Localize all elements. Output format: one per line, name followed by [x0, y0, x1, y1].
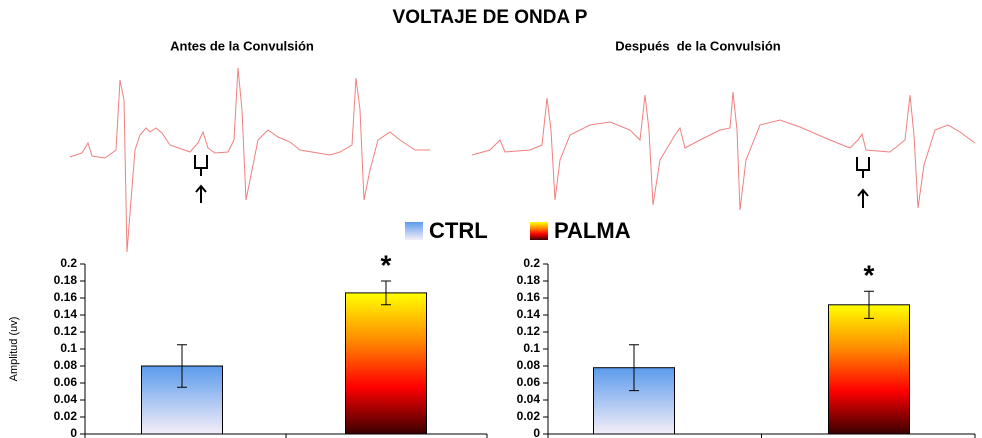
bar — [828, 304, 910, 435]
y-tick-label: 0 — [533, 426, 540, 438]
significance-marker: * — [864, 260, 875, 291]
bar — [345, 292, 427, 435]
legend-swatch — [530, 222, 548, 240]
error-bar — [864, 290, 874, 319]
y-axis-label: Amplitud (uv) — [8, 317, 20, 382]
legend-label: CTRL — [429, 218, 488, 243]
y-tick-label: 0.1 — [60, 341, 77, 355]
figure-title: VOLTAJE DE ONDA P — [393, 7, 588, 28]
y-tick-label: 0.02 — [517, 409, 541, 423]
y-tick-label: 0.08 — [54, 358, 78, 372]
y-tick-label: 0 — [70, 426, 77, 438]
ecg-trace — [471, 91, 976, 211]
y-tick-label: 0.16 — [517, 290, 541, 304]
p-wave-marker — [194, 155, 208, 203]
y-tick-label: 0.16 — [54, 290, 78, 304]
y-tick-label: 0.04 — [54, 392, 78, 406]
y-tick-label: 0.14 — [54, 307, 78, 321]
panel-title: Antes de la Convulsión — [170, 38, 314, 53]
panel-title: Después de la Convulsión — [615, 38, 780, 53]
y-tick-label: 0.12 — [54, 324, 78, 338]
y-tick-label: 0.1 — [523, 341, 540, 355]
y-tick-label: 0.2 — [523, 256, 540, 270]
error-bar — [381, 280, 391, 306]
y-tick-label: 0.08 — [517, 358, 541, 372]
y-tick-label: 0.18 — [517, 273, 541, 287]
p-wave-marker — [856, 157, 870, 208]
significance-marker: * — [381, 249, 392, 280]
error-bar — [629, 344, 639, 392]
y-tick-label: 0.2 — [60, 256, 77, 270]
error-bar — [177, 344, 187, 388]
y-tick-label: 0.14 — [517, 307, 541, 321]
legend-swatch — [405, 222, 423, 240]
y-tick-label: 0.12 — [517, 324, 541, 338]
legend-label: PALMA — [554, 218, 631, 243]
y-tick-label: 0.18 — [54, 273, 78, 287]
y-tick-label: 0.02 — [54, 409, 78, 423]
y-tick-label: 0.04 — [517, 392, 541, 406]
ecg-trace — [69, 67, 430, 253]
y-tick-label: 0.06 — [54, 375, 78, 389]
y-tick-label: 0.06 — [517, 375, 541, 389]
